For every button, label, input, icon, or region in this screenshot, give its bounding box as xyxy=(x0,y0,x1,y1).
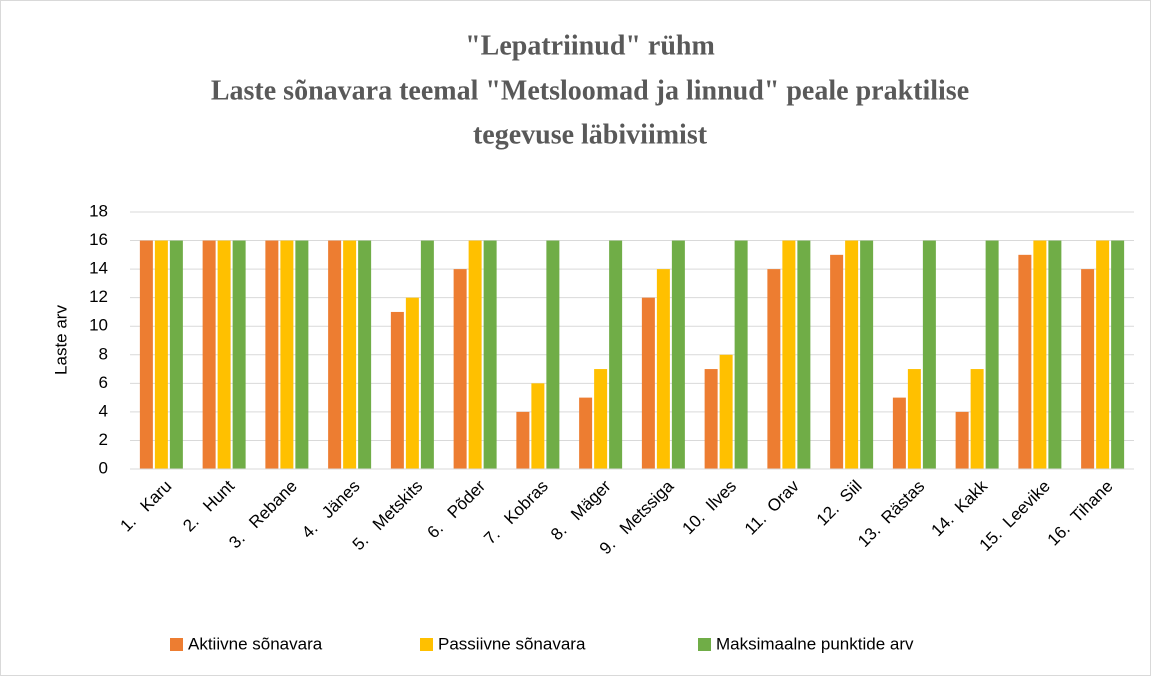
bar xyxy=(579,397,593,469)
chart-title: tegevuse läbiviimist xyxy=(473,119,708,150)
bar xyxy=(1096,240,1110,469)
bar xyxy=(734,240,748,469)
y-tick-label: 16 xyxy=(89,230,108,249)
bar xyxy=(641,297,655,469)
bar xyxy=(139,240,153,469)
bar xyxy=(609,240,623,469)
y-tick-label: 6 xyxy=(99,373,108,392)
bar xyxy=(217,240,231,469)
bar xyxy=(704,369,718,469)
bar xyxy=(280,240,294,469)
bar xyxy=(202,240,216,469)
bar xyxy=(169,240,183,469)
bar xyxy=(328,240,342,469)
legend-label: Passiivne sõnavara xyxy=(438,634,586,653)
y-tick-label: 14 xyxy=(89,259,108,278)
bar xyxy=(468,240,482,469)
y-tick-label: 2 xyxy=(99,430,108,449)
bar xyxy=(970,369,984,469)
bar xyxy=(154,240,168,469)
bar xyxy=(892,397,906,469)
bar xyxy=(797,240,811,469)
legend-label: Aktiivne sõnavara xyxy=(188,634,323,653)
bar xyxy=(594,369,608,469)
bar xyxy=(955,411,969,469)
y-tick-label: 0 xyxy=(99,458,108,477)
bar xyxy=(907,369,921,469)
bar xyxy=(767,269,781,469)
y-tick-label: 8 xyxy=(99,344,108,363)
y-tick-label: 18 xyxy=(89,201,108,220)
bar xyxy=(531,383,545,469)
bar xyxy=(1081,269,1095,469)
y-tick-label: 4 xyxy=(99,401,108,420)
bar xyxy=(671,240,685,469)
bar xyxy=(1111,240,1125,469)
bar xyxy=(420,240,434,469)
bar xyxy=(453,269,467,469)
bar xyxy=(265,240,279,469)
bar xyxy=(405,297,419,469)
bar xyxy=(546,240,560,469)
legend-label: Maksimaalne punktide arv xyxy=(716,634,914,653)
legend-swatch xyxy=(420,638,433,651)
bar xyxy=(295,240,309,469)
bar xyxy=(390,311,404,469)
bar xyxy=(1018,254,1032,469)
bar xyxy=(782,240,796,469)
bar xyxy=(1048,240,1062,469)
bar xyxy=(516,411,530,469)
bar xyxy=(656,269,670,469)
bar xyxy=(922,240,936,469)
bar xyxy=(483,240,497,469)
y-tick-label: 10 xyxy=(89,316,108,335)
bar xyxy=(232,240,246,469)
bar xyxy=(845,240,859,469)
legend-swatch xyxy=(170,638,183,651)
bar xyxy=(830,254,844,469)
chart-title: "Lepatriinud" rühm xyxy=(465,30,715,61)
bar xyxy=(860,240,874,469)
chart-title: Laste sõnavara teemal "Metsloomad ja lin… xyxy=(211,75,969,106)
y-tick-label: 12 xyxy=(89,287,108,306)
y-axis-label: Laste arv xyxy=(51,305,70,375)
legend-swatch xyxy=(698,638,711,651)
bar xyxy=(358,240,372,469)
bar xyxy=(1033,240,1047,469)
bar xyxy=(719,354,733,469)
bar xyxy=(343,240,357,469)
bar xyxy=(985,240,999,469)
